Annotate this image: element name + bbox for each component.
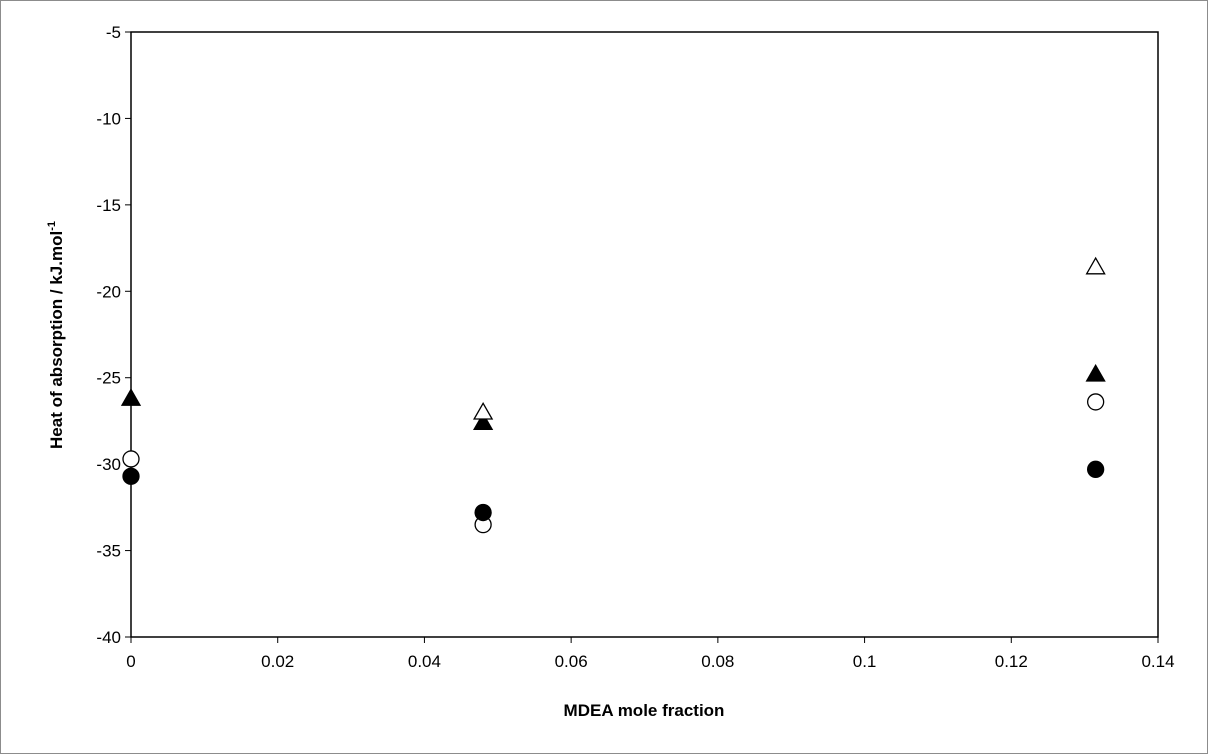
y-axis-ticks: -40 -35 -30 -25 -20 -15 -10 -5 — [96, 23, 131, 647]
x-axis-ticks: 0 0.02 0.04 0.06 0.08 0.1 0.12 0.14 — [126, 637, 1175, 671]
open-triangle-point — [472, 401, 494, 420]
y-axis-title-superscript: -1 — [46, 221, 58, 231]
filled-triangle-point — [472, 412, 494, 431]
y-tick-label: -40 — [96, 628, 121, 647]
y-tick-label: -10 — [96, 109, 121, 128]
x-tick-label: 0.02 — [261, 652, 294, 671]
data-points — [120, 256, 1106, 534]
x-tick-label: 0.08 — [701, 652, 734, 671]
plot-area — [130, 31, 1159, 638]
x-tick-label: 0.06 — [555, 652, 588, 671]
open-triangle-point — [1085, 256, 1106, 275]
filled-circle-point — [474, 503, 492, 522]
y-tick-label: -35 — [96, 542, 121, 561]
x-tick-label: 0 — [126, 652, 135, 671]
y-tick-label: -20 — [96, 282, 121, 301]
y-tick-label: -15 — [96, 196, 121, 215]
y-tick-label: -5 — [106, 23, 121, 42]
y-axis-title-main: Heat of absorption / kJ.mol — [47, 231, 66, 449]
x-tick-label: 0.14 — [1141, 652, 1174, 671]
filled-circle-point — [122, 467, 140, 485]
x-tick-label: 0.04 — [408, 652, 441, 671]
x-tick-label: 0.1 — [853, 652, 877, 671]
open-circle-point — [1086, 393, 1105, 411]
x-axis-title: MDEA mole fraction — [564, 701, 725, 720]
y-axis-title: Heat of absorption / kJ.mol-1 — [46, 221, 66, 449]
y-tick-label: -25 — [96, 369, 121, 388]
y-tick-label: -30 — [96, 455, 121, 474]
filled-circle-point — [1086, 460, 1105, 478]
filled-triangle-point — [1085, 363, 1106, 382]
filled-triangle-point — [120, 388, 142, 406]
x-tick-label: 0.12 — [995, 652, 1028, 671]
open-circle-point — [122, 450, 140, 468]
